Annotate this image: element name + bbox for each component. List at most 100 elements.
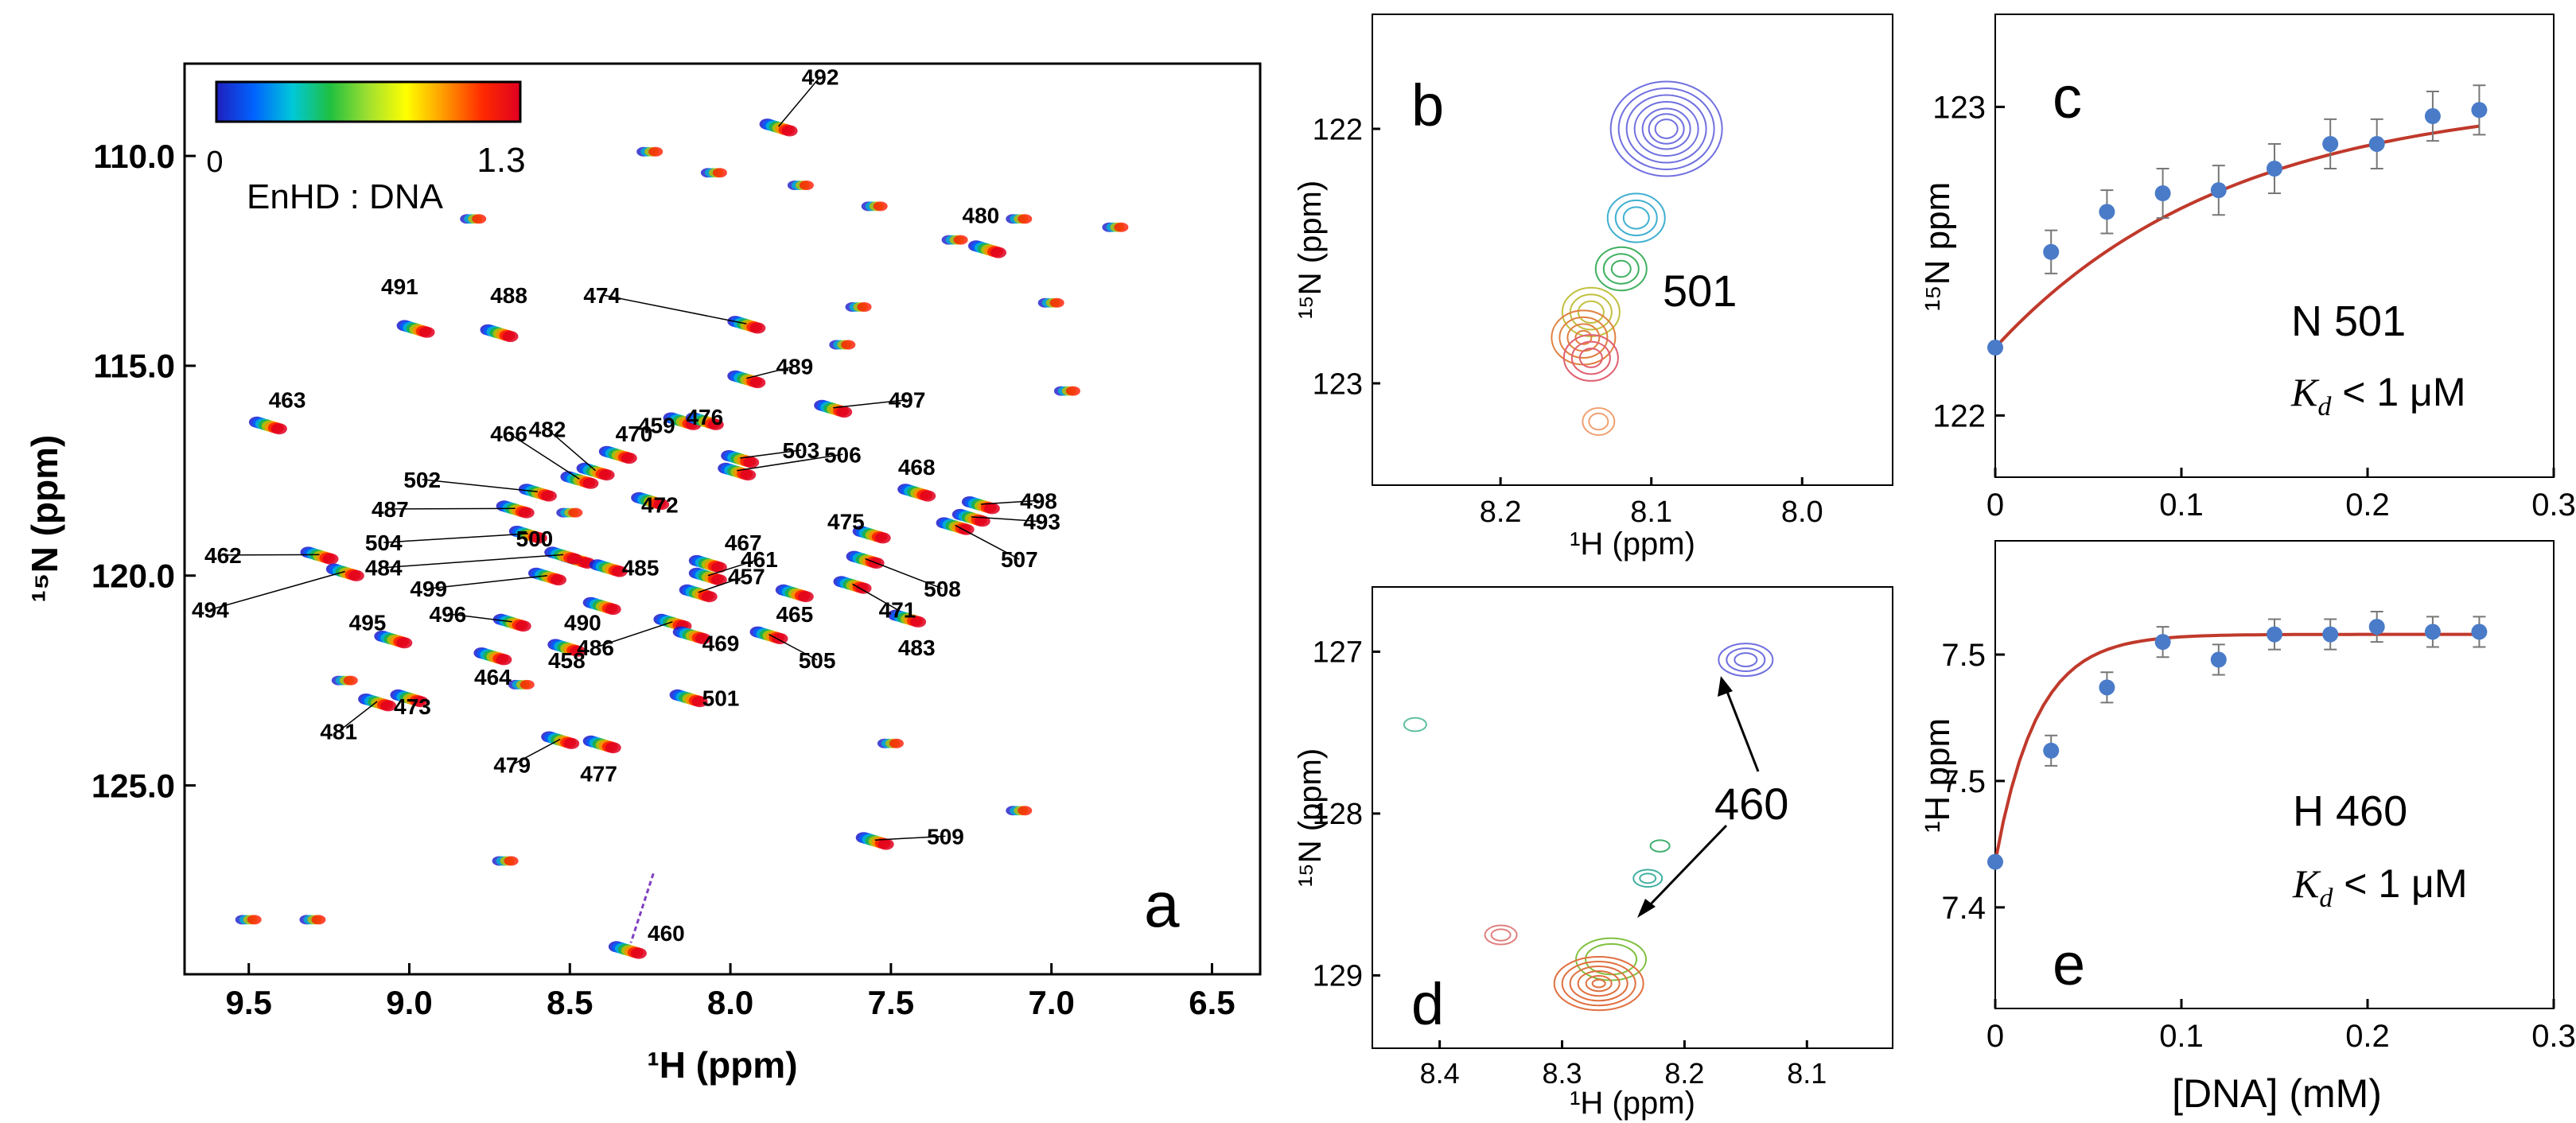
peak-contour [653,499,670,511]
unlabeled-peak [1053,386,1080,396]
data-point [2210,643,2227,676]
panel-e-kd-subscript: d [2319,884,2333,913]
unlabeled-peak [1037,297,1064,308]
unlabeled-peak [1102,222,1129,232]
peak-contour [380,700,397,712]
panel-d-peak-label: 460 [1714,779,1788,829]
panel-b-x-ticks: 8.2 8.1 8.0 [1480,477,1823,529]
peak-contour [797,591,814,603]
panel-e-letter: e [2053,931,2085,997]
data-point [2154,626,2171,659]
panel-d-y-ticks: 127 128 129 [1313,636,1380,993]
panel-e-ylabel: ¹H ppm [1918,718,1957,833]
contour-ring [1614,199,1658,237]
panel-e-data-points [1987,610,2488,870]
peak-leader-line [874,835,946,841]
panel-b-frame [1372,14,1893,486]
y-tick-label: 125.0 [91,767,175,804]
peak-label: 470 [616,422,653,446]
peak-contour [836,406,853,418]
peak-leader-line [980,499,1039,505]
peak-460 [608,941,647,959]
peak-contour [889,738,904,748]
peak-leader-line [338,701,378,732]
peak-contour [695,633,711,644]
data-point [2471,616,2488,648]
peak-487 [496,500,535,519]
contour-ring [1585,974,1613,993]
peak-label: 490 [564,610,601,635]
contour-ring [1602,253,1640,285]
unlabeled-peak [941,235,968,245]
contour-ring [1726,647,1766,672]
unlabeled-peak [861,201,888,212]
data-marker [1987,340,2003,356]
contour-ring [1490,928,1512,942]
contour-ring [1577,970,1621,997]
peak-contour [1114,222,1129,232]
panel-e-kd-symbol: K [2292,861,2321,906]
contour-ring [1561,960,1636,1007]
colorbar-min-label: 0 [206,146,223,179]
peak-497 [814,399,853,418]
unlabeled-peak [331,675,358,686]
peak-contour [1049,297,1064,308]
peak-489 [727,370,766,389]
x-tick-label: 0.1 [2159,488,2204,523]
peak-label: 463 [269,388,306,413]
contour-ring [1606,192,1666,243]
data-marker [2154,634,2171,651]
peak-leader-line [601,294,747,324]
contour-ring [1718,643,1774,677]
panel-c-titration-n501: 0 0.1 0.2 0.3 122 123 c N 501 Kd < 1 μM ¹⁵N … [1918,14,2576,523]
peak-499 [528,567,566,586]
data-marker [2267,161,2282,177]
peak-leader-line [746,365,795,379]
peak-contour [551,574,566,586]
peak-477 [582,735,621,754]
peak-leader-line [223,554,320,556]
peak-474 [727,316,766,334]
contour-ring [1610,259,1632,278]
x-tick-label: 8.4 [1420,1057,1460,1090]
peak-468 [897,484,936,502]
peak-contour [958,523,975,535]
panel-b-peak-label: 501 [1663,266,1737,316]
peak-501 [669,689,708,708]
contour-ring [1570,340,1611,375]
unlabeled-peak [235,915,262,925]
colorbar-label: EnHD : DNA [247,177,444,216]
data-marker [2099,204,2115,220]
panel-e-kd: Kd < 1 μM [2292,861,2468,913]
panel-a-x-ticks: 9.5 9.0 8.5 8.0 7.5 7.0 6.5 [226,963,1235,1021]
data-marker [2043,243,2060,260]
panel-b-zoom-501: 8.2 8.1 8.0 122 123 501 b ¹H (ppm) ¹⁵N (ppm… [1293,14,1893,562]
colorbar [215,80,522,123]
data-marker [2322,135,2339,152]
peak-465 [775,584,814,603]
peak-leader-line [595,621,673,648]
contour-ring [1649,839,1671,853]
peak-leader-line [971,516,1042,523]
peak-contour [877,838,894,850]
peak-contour [920,490,936,502]
peak-contour [582,477,599,489]
data-marker [2267,626,2282,643]
contour-series [1551,309,1617,366]
panel-c-y-ticks: 122 123 [1932,90,2005,433]
peak-475 [852,526,891,544]
data-marker [2471,624,2488,640]
x-tick-label: 6.5 [1189,984,1235,1021]
peak-contour [772,633,788,644]
peak-label: 501 [702,686,740,710]
panel-a-xlabel: ¹H (ppm) [647,1044,797,1086]
peak-459 [663,412,702,430]
data-point [2368,610,2385,643]
panel-d-x-ticks: 8.4 8.3 8.2 8.1 [1420,1040,1827,1090]
data-point [1987,340,2003,356]
contour-series [1562,334,1619,382]
data-point [2267,142,2282,195]
peak-496 [492,613,531,632]
panel-c-x-ticks: 0 0.1 0.2 0.3 [1986,468,2576,523]
peak-491 [396,320,435,338]
